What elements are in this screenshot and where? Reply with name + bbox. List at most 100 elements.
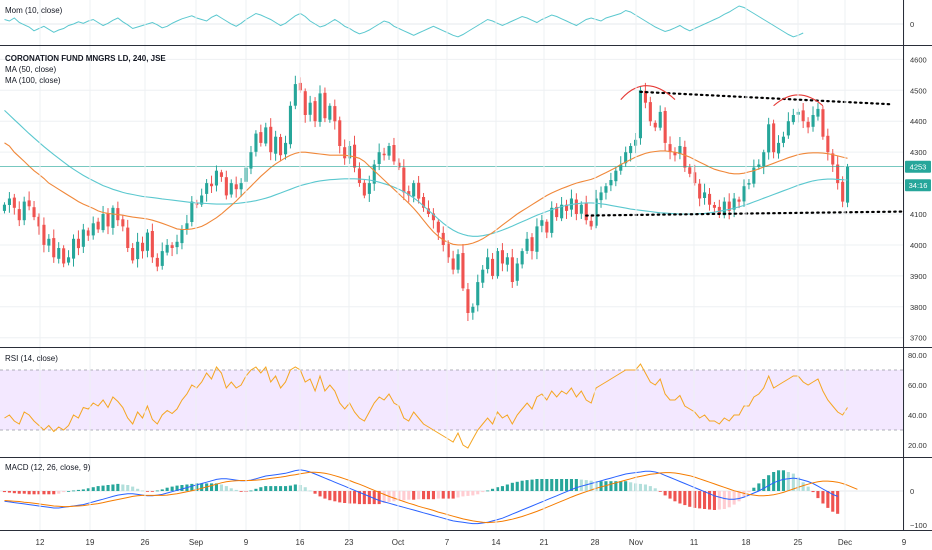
candle-body (22, 201, 26, 221)
macd-histogram-bar (565, 479, 569, 491)
candle-body (175, 241, 179, 248)
candle-body (717, 206, 721, 214)
candle-body (658, 111, 662, 128)
candle-body (422, 197, 426, 208)
macd-histogram-bar (357, 491, 361, 505)
macd-histogram-bar (323, 491, 327, 499)
candle-body (160, 251, 164, 266)
candle-body (515, 263, 519, 281)
rsi-axis-tick: 80.00 (908, 351, 927, 360)
macd-histogram-bar (47, 491, 51, 495)
candle-body (496, 251, 500, 277)
candle-body (732, 198, 736, 210)
upper-trendline (639, 90, 892, 106)
candle-body (155, 257, 159, 267)
macd-histogram-bar (732, 491, 736, 505)
macd-histogram-bar (145, 491, 149, 492)
candle-body (584, 203, 588, 221)
macd-histogram-bar (249, 490, 253, 492)
macd-histogram-bar (456, 491, 460, 498)
candle-body (673, 152, 677, 156)
time-tick-label: 28 (591, 538, 600, 547)
candle-body (239, 183, 243, 190)
candle-body (712, 205, 716, 208)
macd-histogram-bar (284, 486, 288, 491)
macd-histogram-bar (619, 481, 623, 491)
macd-histogram-bar (224, 486, 228, 491)
time-tick-label: 14 (492, 538, 501, 547)
macd-histogram-bar (417, 491, 421, 500)
candle-body (579, 204, 583, 214)
candle-body (2, 204, 6, 211)
macd-histogram-bar (76, 489, 80, 491)
candle-body (269, 126, 273, 153)
candle-body (801, 110, 805, 122)
candle-body (234, 184, 238, 190)
candle-body (318, 93, 322, 122)
macd-pane: 0 −100 (0, 469, 927, 530)
mom-axis-tick: 0 (910, 20, 914, 29)
macd-histogram-bar (722, 491, 726, 509)
candle-body (456, 254, 460, 270)
candle-body (811, 115, 815, 127)
macd-histogram-bar (121, 484, 125, 491)
macd-histogram-bar (811, 491, 815, 493)
candle-body (491, 258, 495, 276)
candle-body (747, 183, 751, 185)
time-axis: 12 19 26 Sep 9 16 23 Oct 7 14 21 28 Nov 11 18 25 Dec 9 (36, 0, 907, 547)
candle-body (86, 230, 90, 236)
macd-histogram-bar (27, 491, 31, 495)
candle-body (392, 145, 396, 162)
macd-histogram-bar (584, 480, 588, 491)
momentum-line (4, 5, 804, 38)
macd-histogram-bar (451, 491, 455, 499)
candle-body (614, 170, 618, 182)
macd-histogram-bar (111, 484, 115, 491)
candle-body (353, 144, 357, 168)
candle-body (638, 90, 642, 139)
candle-body (417, 182, 421, 199)
macd-histogram-bar (505, 484, 509, 491)
candle-body (195, 202, 199, 205)
macd-histogram-bar (382, 491, 386, 503)
macd-histogram-bar (752, 487, 756, 491)
time-tick-label: 19 (86, 538, 95, 547)
candle-body (767, 124, 771, 153)
macd-histogram-bar (466, 491, 470, 496)
candle-body (604, 186, 608, 193)
candle-body (407, 191, 411, 196)
candle-body (722, 201, 726, 216)
macd-histogram-bar (175, 485, 179, 491)
candle-body (17, 209, 21, 221)
candle-body (57, 248, 61, 259)
macd-histogram-bar (397, 491, 401, 501)
macd-histogram-bar (17, 491, 21, 494)
candle-body (254, 133, 258, 152)
macd-histogram-bar (22, 491, 26, 494)
macd-histogram-bar (91, 487, 95, 491)
candle-body (520, 251, 524, 265)
candle-body (683, 146, 687, 168)
candle-body (205, 183, 209, 194)
macd-histogram-bar (422, 491, 426, 500)
candle-body (76, 238, 80, 249)
macd-histogram-bar (836, 491, 840, 514)
macd-histogram-bar (816, 491, 820, 499)
macd-histogram-bar (180, 485, 184, 491)
time-tick-label: Oct (392, 538, 405, 547)
candle-body (101, 214, 105, 231)
macd-histogram-bar (579, 479, 583, 491)
candle-body (288, 105, 292, 145)
candle-body (703, 192, 707, 198)
pattern-arc-left (620, 85, 676, 100)
rsi-label: RSI (14, close) (5, 354, 58, 363)
macd-histogram-bar (461, 491, 465, 497)
last-price-badge (905, 160, 931, 173)
candle-body (42, 224, 46, 245)
macd-histogram-bar (638, 483, 642, 491)
candle-body (165, 244, 169, 253)
macd-histogram-bar (757, 483, 761, 491)
macd-histogram-bar (767, 475, 771, 491)
candle-body (446, 244, 450, 258)
candle-body (219, 172, 223, 177)
